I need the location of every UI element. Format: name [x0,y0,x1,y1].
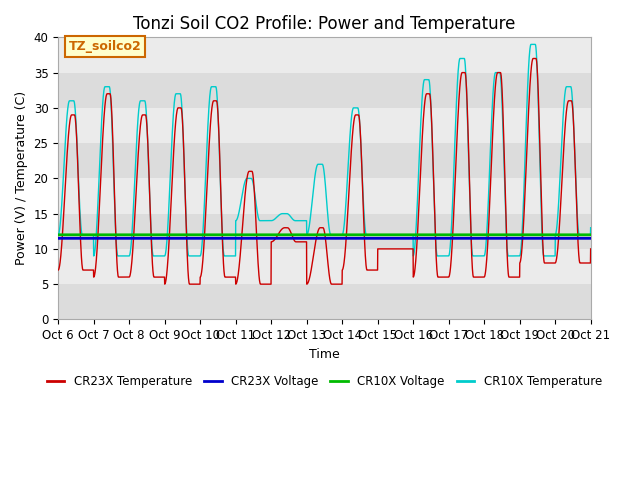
X-axis label: Time: Time [309,348,340,360]
Title: Tonzi Soil CO2 Profile: Power and Temperature: Tonzi Soil CO2 Profile: Power and Temper… [133,15,516,33]
Y-axis label: Power (V) / Temperature (C): Power (V) / Temperature (C) [15,91,28,265]
Bar [58,143,591,179]
Legend: CR23X Temperature, CR23X Voltage, CR10X Voltage, CR10X Temperature: CR23X Temperature, CR23X Voltage, CR10X … [42,370,607,393]
Bar [58,284,591,319]
Bar [58,72,591,108]
Text: TZ_soilco2: TZ_soilco2 [69,40,141,53]
Bar [58,37,591,72]
Bar [58,179,591,214]
Bar [58,214,591,249]
Bar [58,249,591,284]
Bar [58,108,591,143]
